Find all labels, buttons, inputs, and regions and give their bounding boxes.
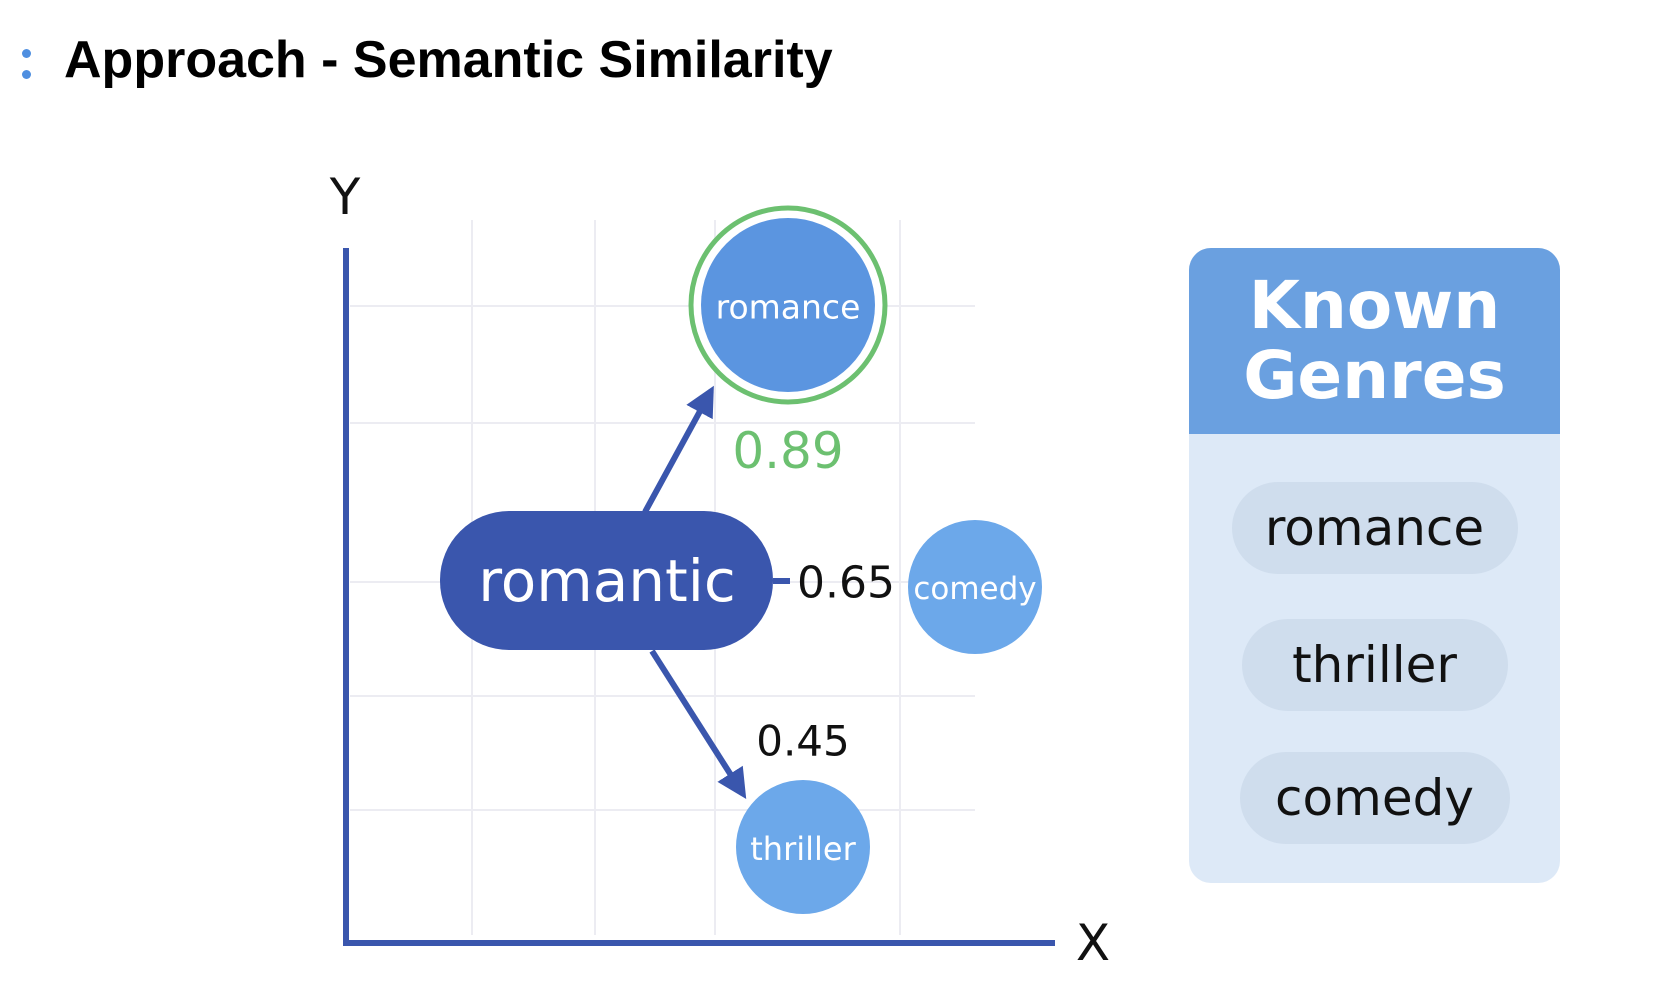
edge-romance [642,385,714,514]
score-romance: 0.89 [732,422,843,480]
score-comedy: 0.65 [797,558,895,609]
known-genres-title: Known Genres [1189,248,1560,434]
node-thriller-label: thriller [750,830,856,868]
node-comedy[interactable]: comedy [908,520,1042,654]
genre-pill-comedy[interactable]: comedy [1239,752,1510,844]
known-genres-panel: Known Genres romance thriller comedy [1189,248,1560,883]
node-romantic[interactable]: romantic [440,511,773,650]
node-comedy-label: comedy [913,571,1036,607]
slide-title: Approach - Semantic Similarity [22,30,833,90]
node-thriller[interactable]: thriller [736,780,870,914]
x-axis-label: X [1076,914,1110,972]
score-thriller: 0.45 [756,717,850,766]
bullet-dot-top [22,49,31,58]
genre-list: romance thriller comedy [1189,434,1560,883]
node-romantic-label: romantic [478,547,736,615]
genre-pill-thriller[interactable]: thriller [1241,619,1508,711]
bullet-dot-bottom [22,70,31,79]
page-title: Approach - Semantic Similarity [64,31,833,89]
edge-thriller [649,649,747,800]
node-romance[interactable]: romance [701,218,875,392]
y-axis-label: Y [329,168,361,226]
node-romance-label: romance [716,288,861,327]
genre-pill-romance[interactable]: romance [1231,482,1518,574]
